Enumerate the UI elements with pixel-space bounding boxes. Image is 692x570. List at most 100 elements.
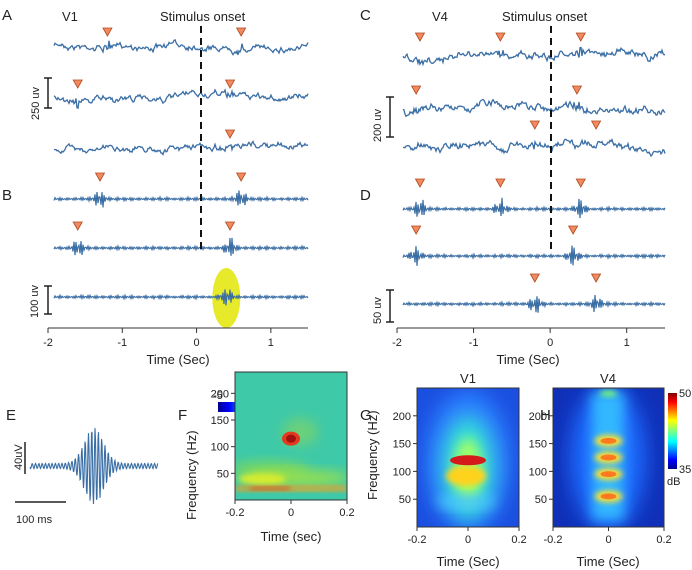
panel-letter-g: G <box>360 407 372 424</box>
v4-event-marker <box>495 178 506 188</box>
h-ytick-label: 100 <box>529 466 547 478</box>
time-tick-label: -1 <box>469 337 479 349</box>
v4-event-marker <box>495 32 506 42</box>
g-ytick-label: 100 <box>393 466 411 478</box>
panel-letter-f: F <box>178 407 187 424</box>
f-xtick-label: 0.2 <box>339 507 354 519</box>
v4-event-marker <box>575 32 586 42</box>
panel-e-trace <box>29 428 159 505</box>
v4-time-axis: Time (Sec) -2 -1 0 1 <box>392 327 665 367</box>
time-tick-label: 1 <box>624 337 630 349</box>
h-axes: -0.2 0 0.2 50 100 150 200 <box>529 411 672 546</box>
scale-bar-b-label: 100 uv <box>29 284 41 318</box>
f-ytick-label: 150 <box>211 415 229 427</box>
v1-event-marker <box>72 221 83 231</box>
g-xlabel: Time (Sec) <box>436 554 499 569</box>
h-xtick-label: 0.2 <box>656 534 671 546</box>
v1-event-marker <box>235 172 247 182</box>
time-tick-label: -1 <box>117 337 127 349</box>
v4-filtered-trace <box>402 294 666 313</box>
time-tick-label: 0 <box>194 337 200 349</box>
panel-letter-e: E <box>6 407 16 424</box>
h-colorbar-tick-label: 35 <box>679 464 691 476</box>
panel-letter-c: C <box>360 7 371 24</box>
g-axes: -0.2 0 0.2 50 100 150 200 <box>393 411 527 546</box>
v1-event-marker <box>224 129 236 139</box>
v1-raw-trace <box>53 88 309 110</box>
h-band <box>599 390 618 397</box>
v4-event-marker <box>567 225 579 235</box>
v1-event-marker <box>235 27 247 37</box>
v1-time-axis-label: Time (Sec) <box>146 352 209 367</box>
scale-bar-c-label: 200 uv <box>372 108 384 142</box>
v1-time-axis: Time (Sec) -2 -1 0 1 <box>43 327 308 367</box>
h-band-core <box>600 437 617 444</box>
v4-event-marker <box>414 178 426 188</box>
v4-raw-trace <box>402 137 666 158</box>
v4-filtered-trace <box>402 197 666 219</box>
v4-event-marker <box>575 178 586 188</box>
panel-letter-b: B <box>2 187 12 204</box>
time-tick-label: 0 <box>547 337 553 349</box>
h-ytick-label: 50 <box>535 494 547 506</box>
panel-letter-d: D <box>360 187 371 204</box>
v1-highlight-trace <box>53 289 309 306</box>
v1-filtered-trace <box>53 237 309 256</box>
scale-bar-b: 100 uv <box>29 284 52 318</box>
f-ytick-label: 50 <box>217 468 229 480</box>
g-ytick-label: 150 <box>393 439 411 451</box>
v4-event-marker <box>414 32 426 42</box>
v4-region-label: V4 <box>432 9 448 24</box>
panel-letter-h: H <box>540 407 551 424</box>
v4-raw-trace <box>402 98 666 118</box>
f-ytick-label: 100 <box>211 442 229 454</box>
f-peak-core <box>286 434 296 443</box>
time-tick-label: 1 <box>268 337 274 349</box>
v4-event-marker <box>590 273 602 283</box>
h-band-core <box>600 471 617 478</box>
v4-raw-trace <box>402 46 665 67</box>
v1-event-marker <box>72 79 83 89</box>
g-peak-blob <box>450 455 486 466</box>
h-title: V4 <box>600 371 616 386</box>
v1-filtered-trace <box>53 190 309 208</box>
v4-event-marker <box>590 120 602 130</box>
h-colorbar-unit: dB <box>667 476 680 488</box>
scale-bar-d-label: 50 uv <box>372 297 384 324</box>
h-band-core <box>600 454 617 461</box>
v1-raw-trace <box>54 140 309 156</box>
v1-event-marker <box>224 221 236 231</box>
g-xtick-label: -0.2 <box>408 534 427 546</box>
h-xtick-label: -0.2 <box>544 534 563 546</box>
g-ytick-label: 200 <box>393 411 411 423</box>
g-xtick-label: 0.2 <box>511 534 526 546</box>
v4-stimulus-onset-label: Stimulus onset <box>502 9 588 24</box>
v4-filtered-trace <box>402 245 666 266</box>
h-band-core <box>600 493 617 500</box>
h-colorbar-ticks: 50 35 <box>679 388 691 476</box>
f-colorbar-tick-label: -5 <box>213 390 223 402</box>
g-ylabel: Frequency (Hz) <box>365 410 380 500</box>
g-title: V1 <box>460 371 476 386</box>
g-ytick-label: 50 <box>399 494 411 506</box>
scale-bar-d: 50 uv <box>372 289 394 324</box>
h-colorbar-tick-label: 50 <box>679 388 691 400</box>
time-tick-label: -2 <box>392 337 402 349</box>
v1-stimulus-onset-label: Stimulus onset <box>160 9 246 24</box>
v1-event-marker <box>102 27 113 37</box>
v1-event-marker <box>224 79 236 89</box>
v1-event-marker <box>94 172 106 182</box>
time-tick-label: -2 <box>43 337 53 349</box>
f-axes: -0.2 0 0.2 50 100 150 200 <box>211 388 355 519</box>
panel-letter-a: A <box>2 7 12 24</box>
h-colorbar <box>668 393 677 469</box>
v1-region-label: V1 <box>62 9 78 24</box>
v1-raw-trace <box>53 38 309 56</box>
v4-traces <box>402 32 666 313</box>
panel-e-time-label: 100 ms <box>16 514 53 526</box>
f-xlabel: Time (sec) <box>261 529 322 544</box>
h-ytick-label: 200 <box>529 411 547 423</box>
v4-event-marker <box>410 85 422 95</box>
v4-time-axis-label: Time (Sec) <box>496 352 559 367</box>
f-xtick-label: 0 <box>288 507 294 519</box>
